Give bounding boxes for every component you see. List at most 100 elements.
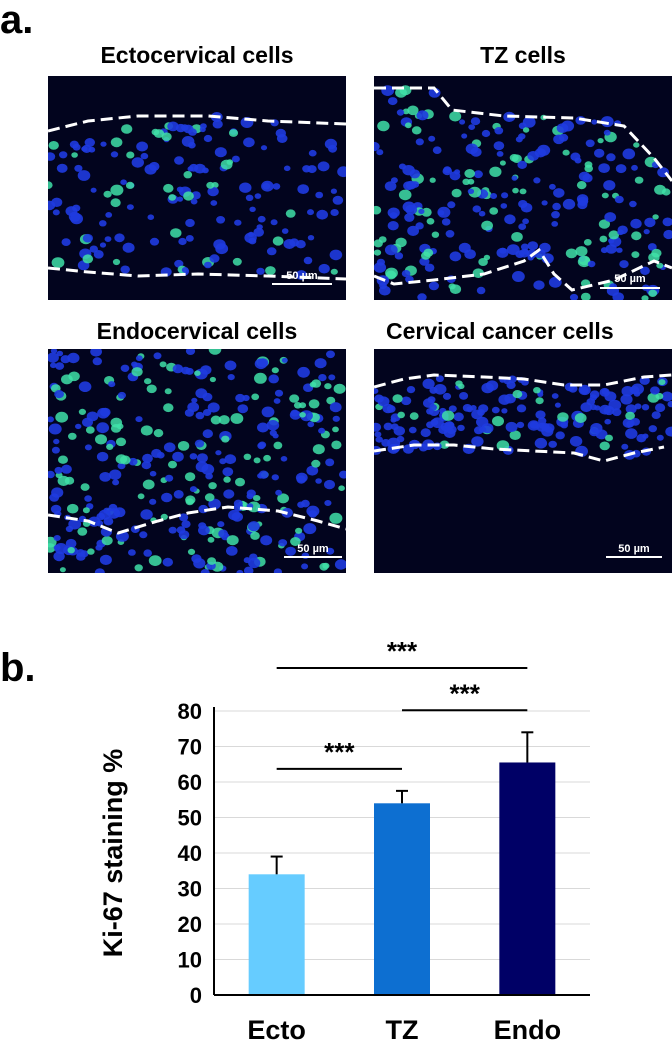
nucleus <box>517 160 527 169</box>
nucleus <box>105 212 113 218</box>
ki67-positive-nucleus <box>439 440 450 449</box>
nucleus <box>266 247 277 256</box>
nucleus <box>181 124 189 131</box>
nucleus <box>213 239 226 250</box>
nucleus <box>405 204 418 215</box>
nucleus <box>462 404 472 412</box>
nucleus <box>114 233 125 243</box>
nucleus <box>428 135 436 142</box>
nucleus <box>283 239 296 249</box>
ki67-positive-nucleus <box>329 512 343 524</box>
bar-endo <box>499 762 556 995</box>
nucleus <box>625 404 637 414</box>
nucleus <box>84 444 92 451</box>
y-axis-label: Ki-67 staining % <box>98 749 128 958</box>
nucleus <box>184 409 194 417</box>
nucleus <box>185 349 196 355</box>
nucleus <box>401 270 411 278</box>
nucleus <box>512 271 525 282</box>
ki67-positive-nucleus <box>112 258 121 266</box>
nucleus <box>131 361 138 367</box>
nucleus <box>196 453 208 463</box>
nucleus <box>202 429 213 439</box>
ki67-positive-nucleus <box>512 187 519 194</box>
ki67-positive-nucleus <box>633 142 640 148</box>
ki67-positive-nucleus <box>289 394 300 403</box>
y-tick-label: 20 <box>178 912 202 937</box>
ki67-positive-nucleus <box>451 188 462 198</box>
micrograph-cervical-cancer: 50 µm <box>374 349 672 573</box>
ki67-positive-nucleus <box>68 432 77 440</box>
nucleus <box>527 151 539 161</box>
ki67-positive-nucleus <box>374 249 382 256</box>
nucleus <box>53 535 61 541</box>
nucleus <box>332 195 344 205</box>
nucleus <box>216 216 226 224</box>
nucleus <box>181 267 189 273</box>
ki67-positive-nucleus <box>421 251 431 260</box>
ki67-positive-nucleus <box>206 181 215 189</box>
ki67-positive-nucleus <box>583 239 592 246</box>
nucleus <box>271 474 279 481</box>
nucleus <box>306 505 320 517</box>
ki67-positive-nucleus <box>599 441 610 451</box>
nucleus <box>281 228 289 234</box>
nucleus <box>274 389 284 397</box>
nucleus <box>163 442 176 453</box>
micrograph-ectocervical: 50 µm <box>48 76 346 300</box>
nucleus <box>210 200 218 206</box>
nucleus <box>549 183 556 190</box>
nucleus <box>318 427 326 434</box>
micrograph-cervical-cancer-canvas: 50 µm <box>374 373 672 558</box>
nucleus <box>396 435 405 443</box>
nucleus <box>140 509 153 520</box>
ki67-positive-nucleus <box>183 191 194 201</box>
nucleus <box>275 489 282 496</box>
nucleus <box>61 464 72 474</box>
nucleus <box>307 421 315 428</box>
nucleus <box>339 470 346 479</box>
nucleus <box>103 517 114 526</box>
nucleus <box>478 404 489 413</box>
nucleus <box>302 165 311 173</box>
nucleus <box>222 467 234 477</box>
nucleus <box>667 400 672 408</box>
ki67-positive-nucleus <box>658 379 666 386</box>
nucleus <box>257 442 266 450</box>
nucleus <box>377 396 390 407</box>
ki67-positive-nucleus <box>126 151 135 159</box>
nucleus <box>246 493 254 500</box>
ki67-positive-nucleus <box>134 564 143 572</box>
ki67-positive-nucleus <box>574 413 587 423</box>
nucleus <box>189 486 198 493</box>
ki67-positive-nucleus <box>101 536 113 546</box>
nucleus <box>387 221 399 231</box>
nucleus <box>522 218 529 225</box>
nucleus <box>201 464 215 475</box>
nucleus <box>260 145 268 151</box>
y-tick-label: 40 <box>178 841 202 866</box>
significance-layer: *** *** *** <box>276 636 528 770</box>
ki67-positive-nucleus <box>631 251 640 258</box>
ki67-positive-nucleus <box>115 454 128 464</box>
nucleus <box>100 407 111 417</box>
nucleus <box>427 396 436 404</box>
ki67-positive-nucleus <box>208 349 222 355</box>
nucleus <box>326 547 335 555</box>
ki67-positive-nucleus <box>140 425 153 436</box>
nucleus <box>551 221 559 227</box>
nucleus <box>468 124 476 130</box>
nucleus <box>527 420 540 431</box>
nucleus <box>128 457 138 466</box>
nucleus <box>374 431 382 438</box>
ki67-positive-nucleus <box>194 370 201 376</box>
nucleus <box>329 249 343 261</box>
nucleus <box>603 180 616 191</box>
nucleus <box>461 133 468 139</box>
ki67-positive-nucleus <box>125 181 135 189</box>
nucleus <box>665 426 672 437</box>
nucleus <box>324 138 337 150</box>
ki67-positive-nucleus <box>565 248 578 259</box>
nucleus <box>139 531 148 539</box>
ki67-positive-nucleus <box>411 126 422 135</box>
